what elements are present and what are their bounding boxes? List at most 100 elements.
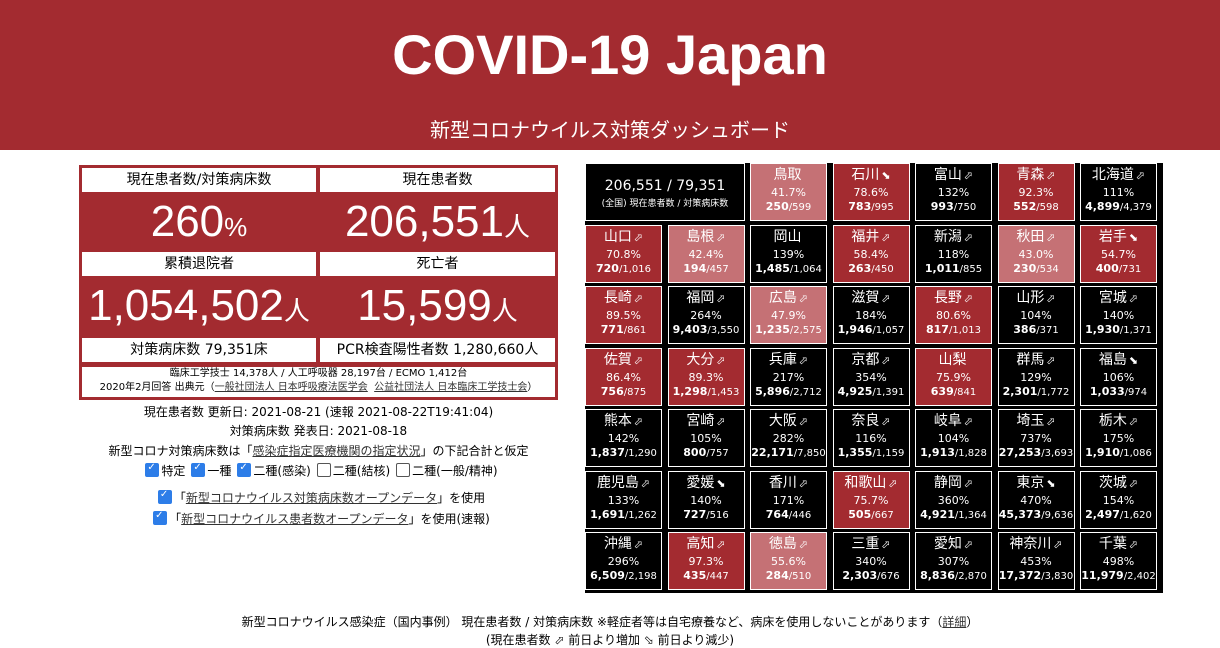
- prefecture-tile[interactable]: 徳島 ⬀ 55.6% 284/510: [750, 532, 827, 590]
- prefecture-tile[interactable]: 茨城 ⬀ 154% 2,497/1,620: [1080, 470, 1157, 529]
- patients-over-beds: 1,235/2,575: [755, 323, 822, 336]
- prefecture-tile[interactable]: 山梨 75.9% 639/841: [915, 347, 992, 406]
- source-link-jsrcm[interactable]: 一般社団法人 日本呼吸療法医学会: [214, 382, 368, 393]
- prefecture-tile[interactable]: 大分 ⬀ 89.3% 1,298/1,453: [667, 347, 745, 406]
- prefecture-tile[interactable]: 高知 ⬀ 97.3% 435/447: [667, 532, 745, 590]
- patients-over-beds: 9,403/3,550: [672, 323, 740, 336]
- designated-hospitals-link[interactable]: 感染症指定医療機関の指定状況: [252, 444, 421, 458]
- beds-total: 対策病床数 79,351床: [82, 338, 316, 362]
- bed-type-checkbox[interactable]: [191, 462, 206, 477]
- prefecture-tile[interactable]: 福岡 ⬀ 264% 9,403/3,550: [667, 286, 745, 344]
- prefecture-tile[interactable]: 滋賀 ⬀ 184% 1,946/1,057: [832, 286, 910, 344]
- prefecture-tile[interactable]: 群馬 ⬀ 129% 2,301/1,772: [997, 347, 1075, 406]
- prefecture-name: 富山 ⬀: [933, 167, 974, 183]
- patients-over-beds: 5,896/2,712: [755, 384, 822, 398]
- patients-over-beds: 1,691/1,262: [590, 507, 657, 521]
- prefecture-tile[interactable]: 宮城 ⬀ 140% 1,930/1,371: [1080, 286, 1157, 344]
- trend-arrow-icon: ⬀: [633, 292, 644, 305]
- prefecture-tile[interactable]: 富山 ⬀ 132% 993/750: [915, 163, 992, 221]
- prefecture-tile[interactable]: 鳥取 41.7% 250/599: [750, 163, 827, 221]
- prefecture-tile[interactable]: 東京 ⬊ 470% 45,373/9,636: [997, 470, 1075, 529]
- prefecture-tile[interactable]: 島根 ⬀ 42.4% 194/457: [667, 224, 745, 283]
- trend-arrow-icon: ⬊: [1128, 230, 1139, 244]
- trend-arrow-icon: ⬀: [963, 415, 974, 428]
- bed-type-checkbox[interactable]: [237, 462, 252, 477]
- prefecture-tile[interactable]: 香川 ⬀ 171% 764/446: [750, 470, 827, 529]
- checkbox[interactable]: [153, 510, 168, 525]
- prefecture-name: 京都 ⬀: [851, 351, 891, 368]
- prefecture-tile[interactable]: 鹿児島 ⬀ 133% 1,691/1,262: [585, 470, 662, 529]
- prefecture-tile[interactable]: 大阪 ⬀ 282% 22,171/7,850: [750, 409, 827, 467]
- prefecture-tile[interactable]: 長崎 ⬀ 89.5% 771/861: [585, 286, 662, 344]
- prefecture-tile[interactable]: 三重 ⬀ 340% 2,303/676: [832, 532, 910, 590]
- prefecture-tile[interactable]: 京都 ⬀ 354% 4,925/1,391: [832, 347, 910, 406]
- prefecture-name: 佐賀 ⬀: [603, 351, 644, 368]
- patients-over-beds: 1,946/1,057: [837, 323, 905, 336]
- patients-over-beds: 2,301/1,772: [1002, 384, 1070, 398]
- checkbox[interactable]: [157, 489, 172, 504]
- beds-assumption: 新型コロナ対策病床数は「感染症指定医療機関の指定状況」の下記合計と仮定: [108, 444, 529, 458]
- prefecture-name: 東京 ⬊: [1016, 474, 1056, 491]
- prefecture-tile[interactable]: 和歌山 ⬀ 75.7% 505/667: [832, 470, 910, 529]
- patients-over-beds: 8,836/2,870: [920, 569, 987, 582]
- prefecture-tile[interactable]: 奈良 ⬀ 116% 1,355/1,159: [832, 409, 910, 467]
- prefecture-tile[interactable]: 山形 ⬀ 104% 386/371: [997, 286, 1075, 344]
- patients-opendata-link[interactable]: 新型コロナウイルス患者数オープンデータ: [181, 512, 409, 526]
- prefecture-tile[interactable]: 広島 ⬀ 47.9% 1,235/2,575: [750, 286, 827, 344]
- prefecture-tile[interactable]: 沖縄 ⬀ 296% 6,509/2,198: [585, 532, 662, 590]
- prefecture-tile[interactable]: 岡山 139% 1,485/1,064: [750, 224, 827, 283]
- prefecture-name: 静岡 ⬀: [933, 474, 974, 491]
- prefecture-name: 北海道 ⬀: [1091, 167, 1146, 183]
- occupancy-rate: 70.8%: [606, 247, 641, 261]
- prefecture-tile[interactable]: 佐賀 ⬀ 86.4% 756/875: [585, 347, 662, 406]
- source-link-jacet[interactable]: 公益社団法人 日本臨床工学技士会: [374, 382, 528, 393]
- occupancy-rate: 118%: [937, 247, 970, 261]
- prefecture-name: 高知 ⬀: [686, 536, 726, 552]
- occupancy-rate: 104%: [1020, 309, 1052, 322]
- prefecture-tile[interactable]: 新潟 ⬀ 118% 1,011/855: [915, 224, 992, 283]
- prefecture-tile[interactable]: 栃木 ⬀ 175% 1,910/1,086: [1080, 409, 1157, 467]
- prefecture-tile[interactable]: 青森 ⬀ 92.3% 552/598: [997, 163, 1075, 221]
- occupancy-rate: 360%: [937, 493, 970, 507]
- prefecture-tile[interactable]: 岩手 ⬊ 54.7% 400/731: [1080, 224, 1157, 283]
- prefecture-tile[interactable]: 神奈川 ⬀ 453% 17,372/3,830: [997, 532, 1075, 590]
- prefecture-tile[interactable]: 埼玉 ⬀ 737% 27,253/3,693: [997, 409, 1075, 467]
- prefecture-tile[interactable]: 千葉 ⬀ 498% 11,979/2,402: [1080, 532, 1157, 590]
- beds-opendata-link[interactable]: 新型コロナウイルス対策病床数オープンデータ: [185, 491, 438, 505]
- patients-over-beds: 435/447: [683, 569, 729, 582]
- patients-over-beds: 194/457: [683, 261, 729, 275]
- prefecture-tile[interactable]: 熊本 ⬀ 142% 1,837/1,290: [585, 409, 662, 467]
- prefecture-tile[interactable]: 福島 ⬊ 106% 1,033/974: [1080, 347, 1157, 406]
- prefecture-name: 山形 ⬀: [1016, 290, 1056, 306]
- prefecture-name: 神奈川 ⬀: [1009, 536, 1063, 552]
- details-link[interactable]: 詳細: [942, 615, 967, 629]
- occupancy-rate: 105%: [690, 432, 722, 445]
- trend-arrow-icon: ⬀: [888, 476, 898, 490]
- patients-over-beds: 230/534: [1013, 261, 1059, 275]
- prefecture-tile[interactable]: 宮崎 ⬀ 105% 800/757: [667, 409, 745, 467]
- prefecture-tile[interactable]: 北海道 ⬀ 111% 4,899/4,379: [1080, 163, 1157, 221]
- patients-over-beds: 1,913/1,828: [920, 446, 987, 459]
- bed-type-checkbox[interactable]: [396, 463, 411, 477]
- prefecture-name: 埼玉 ⬀: [1016, 413, 1056, 429]
- patients-over-beds: 1,011/855: [924, 261, 983, 275]
- bed-type-checkbox[interactable]: [316, 463, 331, 477]
- bed-type-checkbox[interactable]: [145, 462, 160, 477]
- trend-arrow-icon: ⬀: [881, 538, 891, 551]
- prefecture-tile[interactable]: 福井 ⬀ 58.4% 263/450: [832, 224, 910, 283]
- trend-arrow-icon: ⬀: [716, 292, 726, 305]
- trend-arrow-icon: ⬊: [1046, 476, 1056, 490]
- prefecture-tile[interactable]: 石川 ⬊ 78.6% 783/995: [832, 163, 910, 221]
- prefecture-tile[interactable]: 愛知 ⬀ 307% 8,836/2,870: [915, 532, 992, 590]
- prefecture-tile[interactable]: 秋田 ⬀ 43.0% 230/534: [997, 224, 1075, 283]
- equipment-note: 臨床工学技士 14,378人 / 人工呼吸器 28,197台 / ECMO 1,…: [82, 367, 555, 397]
- prefecture-tile[interactable]: 長野 ⬀ 80.6% 817/1,013: [915, 286, 992, 344]
- prefecture-tile[interactable]: 静岡 ⬀ 360% 4,921/1,364: [915, 470, 992, 529]
- occupancy-rate: 133%: [607, 493, 640, 507]
- prefecture-tile[interactable]: 愛媛 ⬊ 140% 727/516: [667, 470, 745, 529]
- prefecture-tile[interactable]: 山口 ⬀ 70.8% 720/1,016: [585, 224, 662, 283]
- prefecture-tile[interactable]: 岐阜 ⬀ 104% 1,913/1,828: [915, 409, 992, 467]
- occupancy-rate: 470%: [1020, 493, 1052, 507]
- prefecture-name: 岩手 ⬊: [1098, 228, 1139, 245]
- prefecture-tile[interactable]: 兵庫 ⬀ 217% 5,896/2,712: [750, 347, 827, 406]
